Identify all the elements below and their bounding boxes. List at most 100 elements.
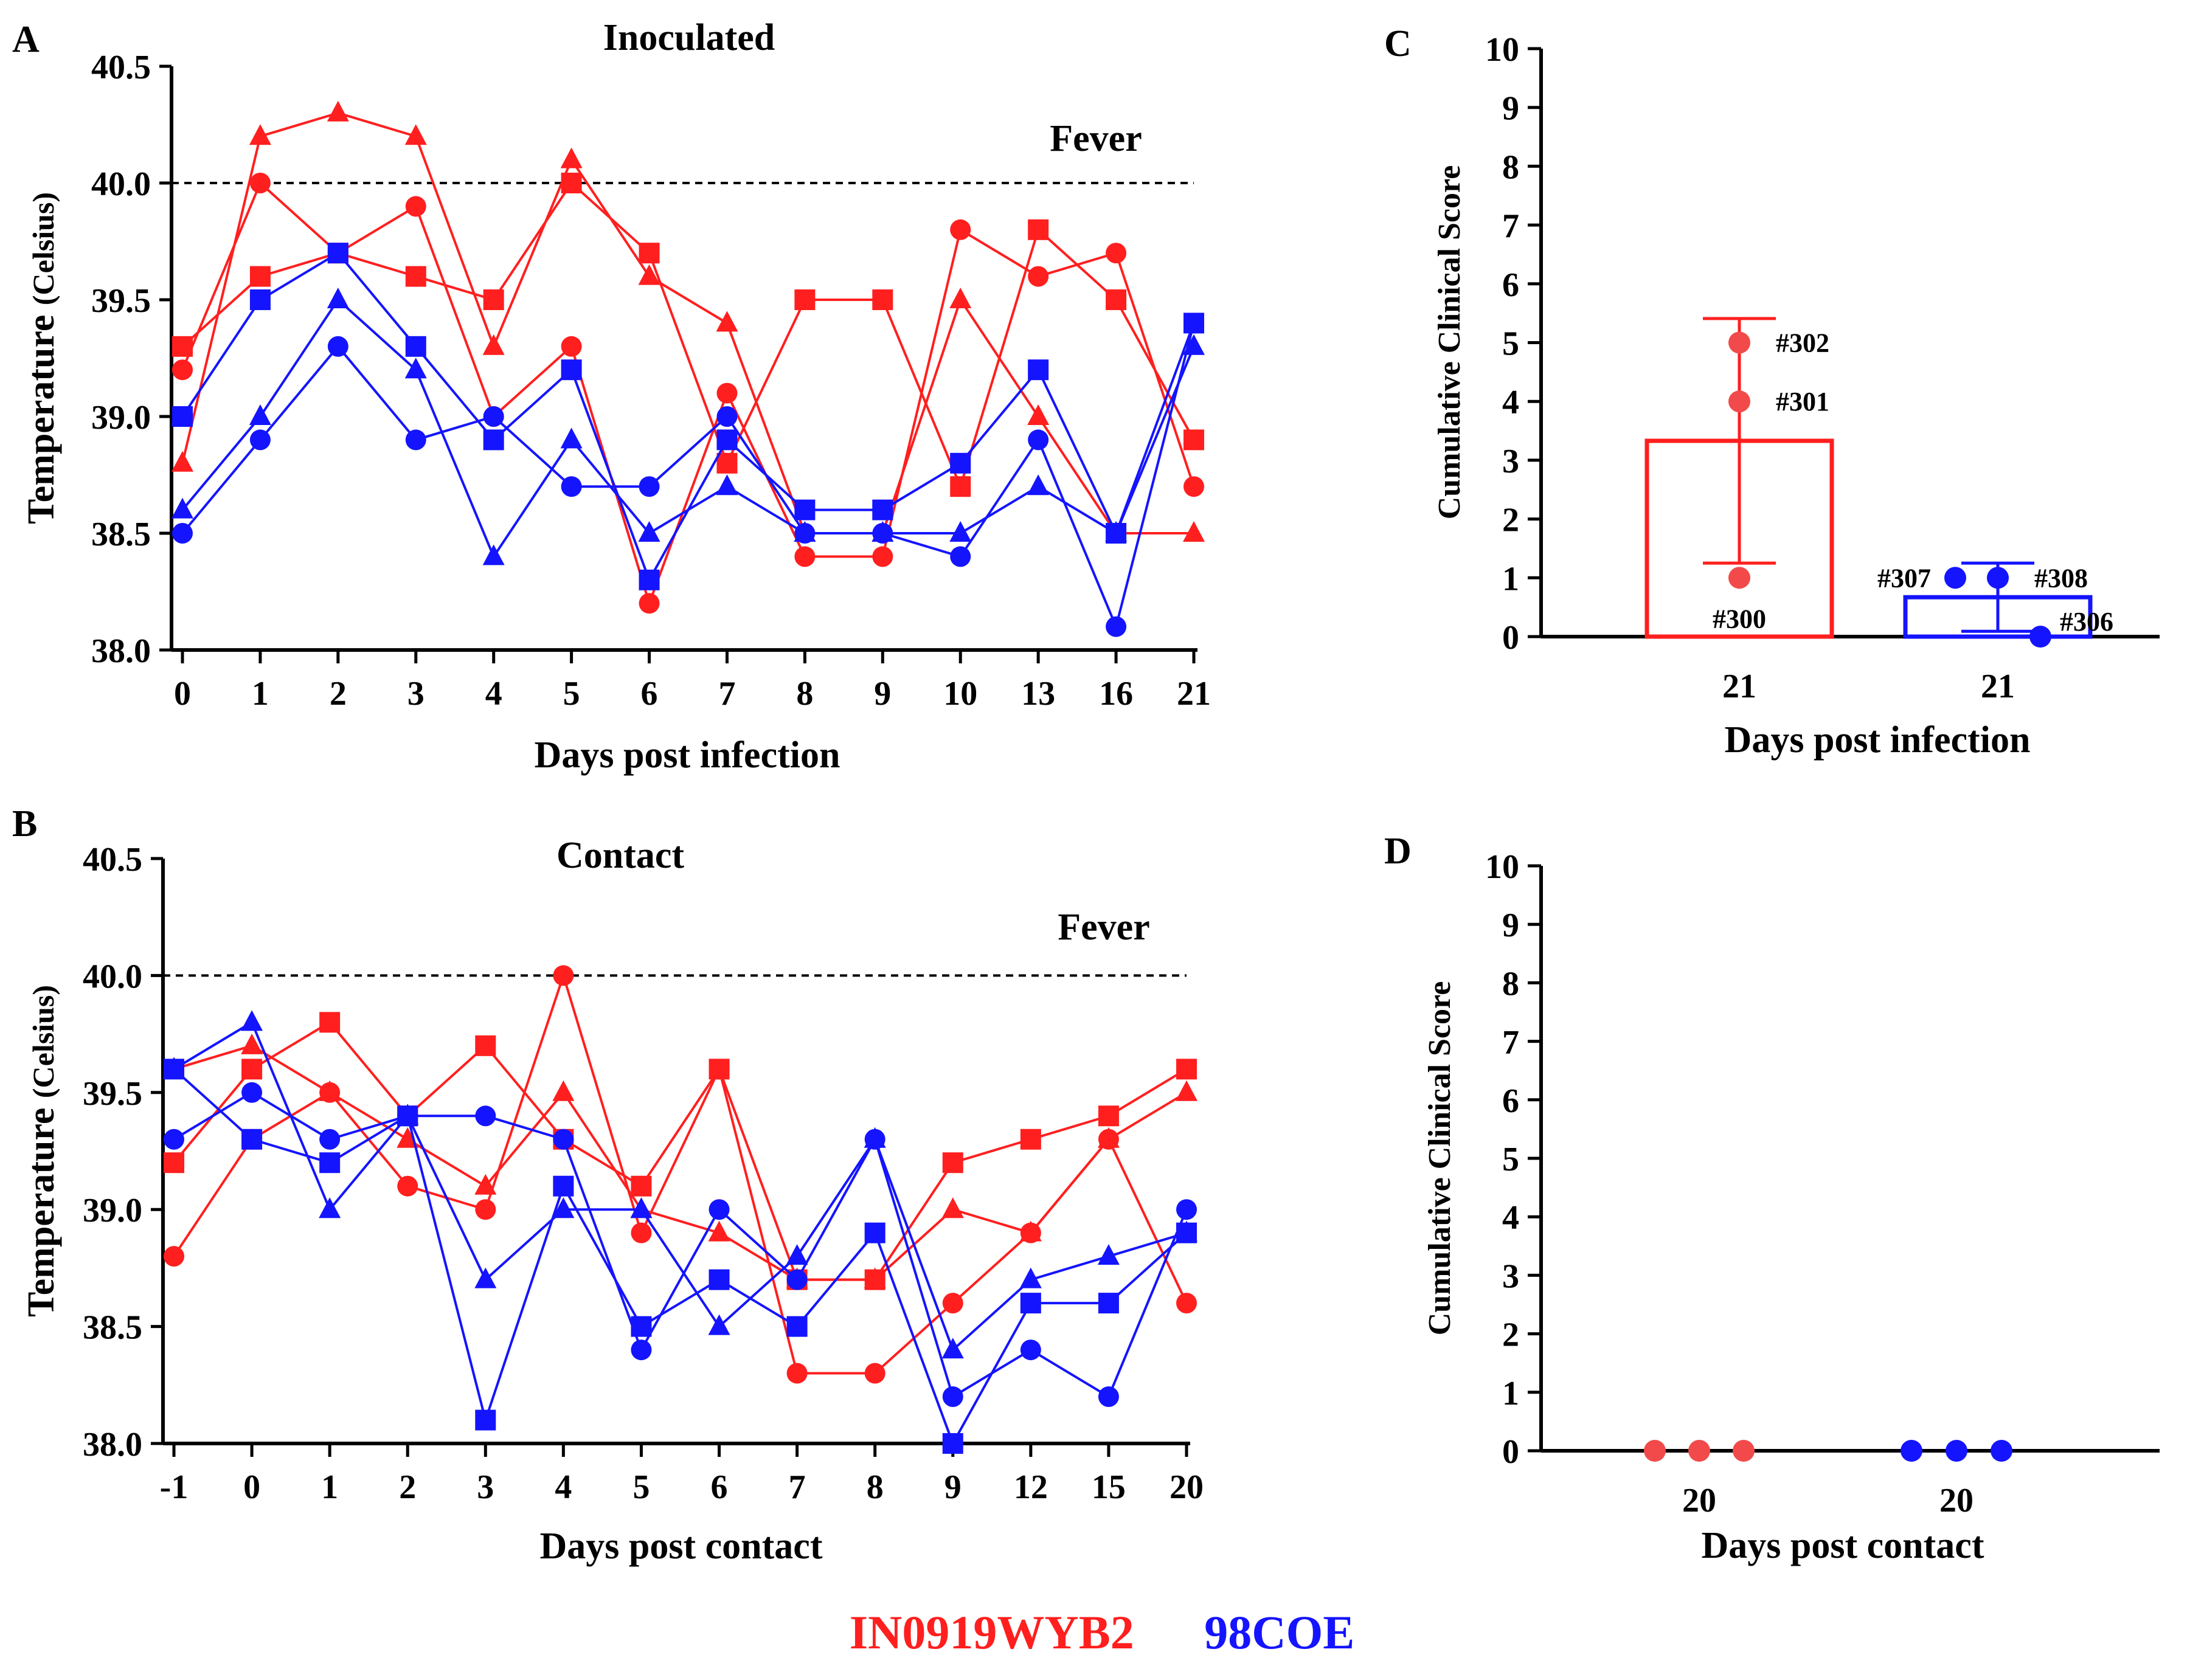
y-tick-label: 3 xyxy=(1502,443,1519,480)
data-point xyxy=(1176,1199,1197,1220)
panel-a: A Inoculated 38.0 38.5 39.0 39.5 40.0 40.5 0 1 2 3 4… xyxy=(12,17,1211,776)
x-tick-label: 12 xyxy=(1014,1468,1048,1506)
y-axis-label-text: Temperature xyxy=(21,305,62,524)
data-point xyxy=(483,289,504,310)
point-label: #300 xyxy=(1713,604,1766,634)
data-point xyxy=(716,429,738,451)
data-point xyxy=(1644,1440,1666,1462)
series-red-square xyxy=(172,173,1204,497)
data-point xyxy=(1027,474,1050,496)
data-point xyxy=(319,1152,341,1174)
x-tick-label: 7 xyxy=(789,1468,806,1506)
data-point xyxy=(786,1244,808,1265)
x-tick-label: 9 xyxy=(944,1468,962,1506)
y-tick-label: 39.5 xyxy=(83,1075,142,1113)
data-point xyxy=(716,311,738,332)
y-tick-label: 2 xyxy=(1502,1316,1519,1354)
data-point xyxy=(872,289,893,310)
x-axis-label: Days post infection xyxy=(535,735,840,776)
x-tick-label: 10 xyxy=(943,675,977,713)
data-point xyxy=(1728,567,1750,589)
fever-label: Fever xyxy=(1050,118,1142,159)
data-point xyxy=(405,266,426,287)
data-point xyxy=(1097,1244,1120,1265)
y-tick-label: 3 xyxy=(1502,1257,1519,1295)
y-tick-label: 40.5 xyxy=(91,49,151,86)
series-line xyxy=(173,1044,1188,1281)
data-point xyxy=(949,288,972,308)
data-point xyxy=(941,1338,964,1359)
point-label: #302 xyxy=(1776,328,1829,358)
bar-group-red: #302 #301 #300 xyxy=(1644,317,1834,639)
data-point xyxy=(1176,1059,1197,1080)
y-tick-label: 6 xyxy=(1502,1082,1519,1120)
data-point xyxy=(1097,1127,1120,1148)
data-point xyxy=(709,1269,730,1290)
data-point xyxy=(1098,1105,1119,1127)
series-blue-triangle xyxy=(163,1010,1197,1359)
y-tick-label: 2 xyxy=(1502,502,1519,539)
data-point xyxy=(474,1267,497,1288)
data-point xyxy=(405,336,426,357)
data-point xyxy=(786,1316,808,1337)
y-tick-label: 10 xyxy=(1485,31,1519,69)
data-point xyxy=(1105,521,1128,542)
data-point xyxy=(1183,476,1204,497)
series-line xyxy=(181,181,1195,491)
data-point xyxy=(716,452,738,474)
x-axis-label: Days post infection xyxy=(1725,719,2031,761)
data-point xyxy=(1098,1293,1119,1314)
bar-group-blue xyxy=(1901,1440,2012,1462)
data-point xyxy=(638,521,660,542)
x-tick-label: 21 xyxy=(1177,675,1211,713)
data-point xyxy=(397,1127,419,1148)
series-line xyxy=(173,1091,1188,1399)
x-tick-label: 21 xyxy=(1722,668,1756,705)
x-tick-label: 3 xyxy=(477,1468,494,1506)
data-point xyxy=(794,289,816,310)
data-point xyxy=(1019,1220,1042,1242)
data-point xyxy=(560,147,583,168)
data-point xyxy=(942,1386,963,1408)
data-point xyxy=(172,497,193,519)
panel-d: D 0 1 2 3 4 5 6 7 8 9 10 20 20 Days post contact Cumula… xyxy=(1384,831,2160,1566)
data-point xyxy=(319,1197,341,1219)
data-point xyxy=(1020,1129,1041,1150)
data-point xyxy=(950,219,971,240)
data-point xyxy=(172,406,193,427)
x-tick-label: 6 xyxy=(641,675,658,713)
data-point xyxy=(1183,429,1204,451)
x-tick-label: 4 xyxy=(485,675,502,713)
y-tick-label: 38.0 xyxy=(83,1426,142,1464)
data-point xyxy=(172,451,193,472)
point-label: #306 xyxy=(2060,607,2113,637)
y-tick-label: 38.0 xyxy=(91,632,151,670)
data-point xyxy=(639,593,660,614)
data-point xyxy=(553,1175,574,1197)
data-point xyxy=(405,196,426,217)
series-line xyxy=(181,297,1195,559)
data-point xyxy=(561,359,582,381)
data-point xyxy=(249,266,271,287)
data-point xyxy=(949,521,972,542)
data-point xyxy=(241,1059,263,1080)
data-point xyxy=(560,427,583,449)
data-point xyxy=(553,1129,574,1150)
y-tick-label: 9 xyxy=(1502,90,1519,128)
x-tick-label: 7 xyxy=(718,675,735,713)
data-point xyxy=(950,476,971,497)
y-tick-label: 40.5 xyxy=(83,841,142,879)
data-point xyxy=(1183,334,1205,355)
y-tick-label: 1 xyxy=(1502,560,1519,598)
y-tick-label: 10 xyxy=(1485,848,1519,886)
data-point xyxy=(483,406,504,427)
y-tick-label: 1 xyxy=(1502,1375,1519,1412)
data-point xyxy=(164,1152,184,1174)
data-point xyxy=(552,1197,575,1219)
y-axis-label-text: Temperature xyxy=(21,1098,62,1317)
data-point xyxy=(1901,1440,1922,1462)
data-point xyxy=(716,406,738,427)
y-axis-label-unit: (Celsius) xyxy=(26,192,60,305)
panel-letter: D xyxy=(1384,831,1412,872)
x-tick-label: 8 xyxy=(867,1468,884,1506)
